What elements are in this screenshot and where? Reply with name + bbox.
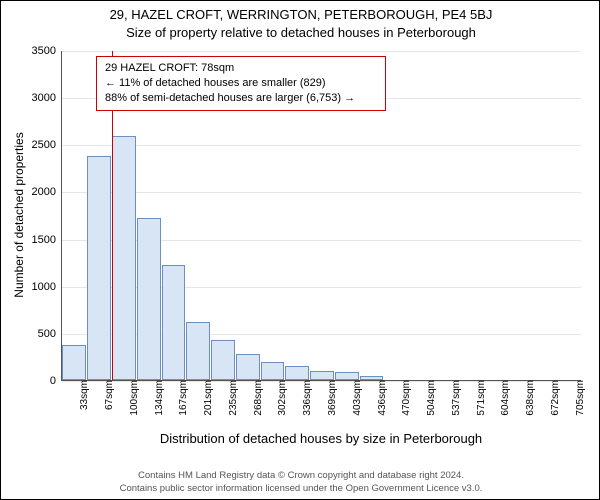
footer-line-1: Contains HM Land Registry data © Crown c… xyxy=(1,470,600,482)
x-tick-label: 100sqm xyxy=(127,380,140,416)
x-tick-label: 369sqm xyxy=(325,380,338,416)
annotation-box: 29 HAZEL CROFT: 78sqm ← 11% of detached … xyxy=(96,56,386,111)
y-tick-label: 500 xyxy=(16,328,62,340)
x-tick-label: 571sqm xyxy=(474,380,487,416)
histogram-bar xyxy=(62,345,86,380)
annotation-line-3: 88% of semi-detached houses are larger (… xyxy=(105,91,377,106)
x-tick-label: 336sqm xyxy=(300,380,313,416)
x-tick-label: 470sqm xyxy=(399,380,412,416)
x-tick-label: 268sqm xyxy=(251,380,264,416)
histogram-bar xyxy=(335,372,359,380)
x-tick-label: 33sqm xyxy=(77,380,90,410)
footer-line-2: Contains public sector information licen… xyxy=(1,483,600,495)
x-tick-label: 67sqm xyxy=(102,380,115,410)
chart-subtitle: Size of property relative to detached ho… xyxy=(1,25,600,40)
x-tick-label: 134sqm xyxy=(152,380,165,416)
y-tick-label: 3500 xyxy=(16,45,62,57)
histogram-bar xyxy=(186,322,210,380)
y-tick-label: 3000 xyxy=(16,92,62,104)
annotation-line-1: 29 HAZEL CROFT: 78sqm xyxy=(105,61,377,76)
x-tick-label: 537sqm xyxy=(449,380,462,416)
x-axis-label: Distribution of detached houses by size … xyxy=(61,431,581,446)
grid-line xyxy=(62,192,581,193)
histogram-bar xyxy=(87,156,111,380)
histogram-bar xyxy=(236,354,260,380)
histogram-bar xyxy=(112,136,136,380)
annotation-line-2: ← 11% of detached houses are smaller (82… xyxy=(105,76,377,91)
x-tick-label: 604sqm xyxy=(498,380,511,416)
x-tick-label: 705sqm xyxy=(573,380,586,416)
x-tick-label: 235sqm xyxy=(226,380,239,416)
footer-attribution: Contains HM Land Registry data © Crown c… xyxy=(1,470,600,495)
x-tick-label: 436sqm xyxy=(375,380,388,416)
histogram-bar xyxy=(211,340,235,380)
y-tick-label: 0 xyxy=(16,375,62,387)
x-tick-label: 403sqm xyxy=(350,380,363,416)
histogram-bar xyxy=(285,366,309,380)
grid-line xyxy=(62,51,581,52)
x-tick-label: 638sqm xyxy=(523,380,536,416)
x-tick-label: 302sqm xyxy=(275,380,288,416)
histogram-bar xyxy=(310,371,334,380)
x-tick-label: 504sqm xyxy=(424,380,437,416)
y-axis-label: Number of detached properties xyxy=(12,115,26,315)
histogram-bar xyxy=(261,362,285,380)
histogram-bar xyxy=(137,218,161,380)
grid-line xyxy=(62,145,581,146)
x-tick-label: 201sqm xyxy=(201,380,214,416)
x-tick-label: 167sqm xyxy=(176,380,189,416)
histogram-bar xyxy=(162,265,186,380)
x-tick-label: 672sqm xyxy=(548,380,561,416)
chart-title-address: 29, HAZEL CROFT, WERRINGTON, PETERBOROUG… xyxy=(1,7,600,22)
